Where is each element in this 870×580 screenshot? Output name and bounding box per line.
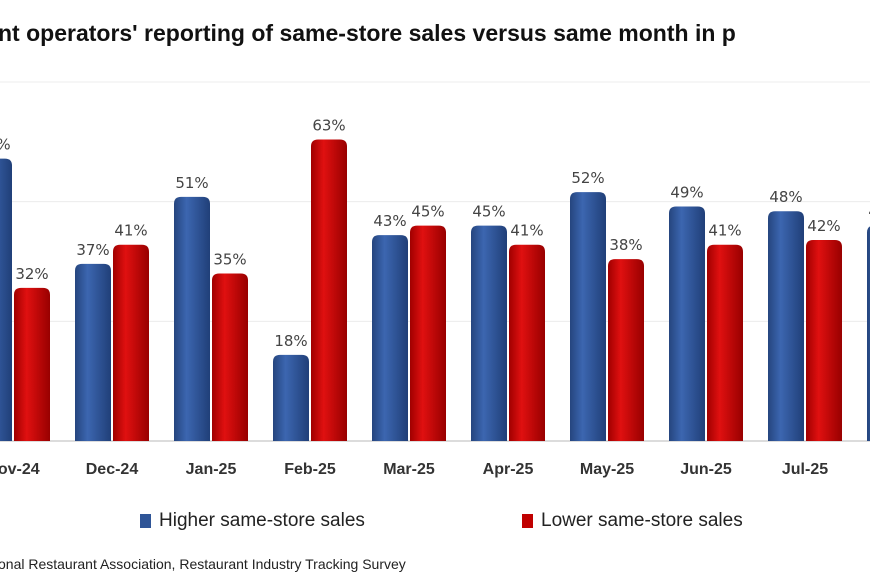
x-tick-label: Mar-25 bbox=[383, 461, 435, 478]
legend-label: Higher same-store sales bbox=[159, 510, 365, 531]
bar-higher bbox=[768, 211, 804, 441]
legend-swatch-blue bbox=[140, 514, 151, 528]
x-tick-label: Jan-25 bbox=[186, 461, 237, 478]
x-tick-label: Nov-24 bbox=[0, 461, 40, 478]
x-tick-label: Dec-24 bbox=[86, 461, 139, 478]
x-tick-label: Jun-25 bbox=[680, 461, 732, 478]
data-label: 52% bbox=[571, 169, 604, 187]
legend-label: Lower same-store sales bbox=[541, 510, 743, 531]
data-label: 63% bbox=[312, 116, 345, 134]
legend-lower: Lower same-store sales bbox=[522, 510, 743, 532]
data-label: 41% bbox=[510, 222, 543, 240]
bar-higher bbox=[669, 206, 705, 441]
x-tick-label: Apr-25 bbox=[483, 461, 534, 478]
x-tick-label: Jul-25 bbox=[782, 461, 828, 478]
data-label: 41% bbox=[708, 222, 741, 240]
bar-higher bbox=[75, 263, 111, 441]
data-label: 41% bbox=[114, 222, 147, 240]
data-label: 59% bbox=[0, 136, 11, 154]
legend-higher: Higher same-store sales bbox=[140, 510, 365, 532]
bar-higher bbox=[471, 225, 507, 441]
data-label: 42% bbox=[807, 217, 840, 235]
x-tick-label: Feb-25 bbox=[284, 461, 336, 478]
bar-lower bbox=[311, 139, 347, 441]
data-label: 45% bbox=[472, 203, 505, 221]
bar-lower bbox=[113, 244, 149, 441]
bar-higher bbox=[273, 354, 309, 441]
x-tick-label: May-25 bbox=[580, 461, 634, 478]
bar-higher bbox=[570, 192, 606, 441]
bar-lower bbox=[707, 244, 743, 441]
bar-lower bbox=[410, 225, 446, 441]
legend-swatch-red bbox=[522, 514, 533, 528]
bar-higher bbox=[0, 158, 12, 441]
data-label: 32% bbox=[15, 265, 48, 283]
bar-higher bbox=[372, 235, 408, 441]
data-label: 35% bbox=[213, 250, 246, 268]
chart-title: nt operators' reporting of same-store sa… bbox=[0, 20, 736, 46]
bar-lower bbox=[509, 244, 545, 441]
data-label: 37% bbox=[76, 241, 109, 259]
data-label: 45% bbox=[411, 203, 444, 221]
data-label: 43% bbox=[373, 212, 406, 230]
bar-lower bbox=[608, 259, 644, 441]
data-label: 38% bbox=[609, 236, 642, 254]
data-label: 18% bbox=[274, 332, 307, 350]
data-label: 51% bbox=[175, 174, 208, 192]
bar-lower bbox=[14, 287, 50, 441]
bar-higher bbox=[867, 226, 870, 441]
bar-lower bbox=[212, 273, 248, 441]
data-label: 45% bbox=[868, 203, 870, 221]
data-label: 48% bbox=[769, 188, 802, 206]
bar-lower bbox=[806, 239, 842, 441]
source-note: onal Restaurant Association, Restaurant … bbox=[0, 556, 406, 572]
bar-higher bbox=[174, 196, 210, 441]
data-label: 49% bbox=[670, 183, 703, 201]
